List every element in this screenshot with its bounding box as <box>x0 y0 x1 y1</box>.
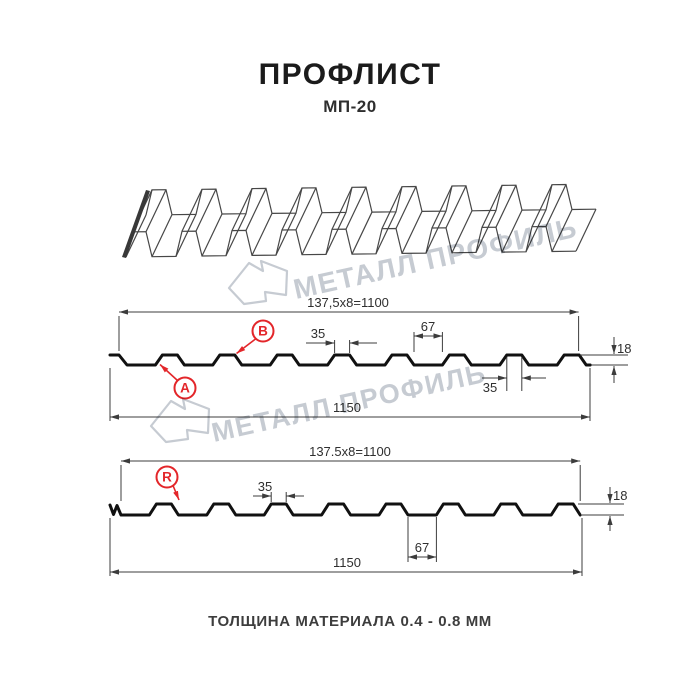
rib-fold-line <box>251 213 273 256</box>
label-r-circle <box>155 465 179 489</box>
rib-fold-line <box>175 214 197 257</box>
dim-valley-bottom: 67 <box>415 540 429 555</box>
rib-fold-line <box>275 212 297 256</box>
rib-fold-line <box>481 185 503 228</box>
label-r: R <box>162 470 172 485</box>
rib-fold-line <box>195 188 217 232</box>
rib-fold-line <box>295 187 317 231</box>
rib-fold-line <box>431 185 453 229</box>
label-b: B <box>258 324 268 339</box>
rib-fold-line <box>151 214 173 257</box>
rib-fold-line <box>245 188 267 231</box>
rib-fold-line <box>475 210 497 253</box>
rib-fold-line <box>331 187 353 230</box>
rib-fold-line <box>525 209 547 253</box>
rib-fold-line <box>225 213 247 256</box>
rib-fold-line <box>395 186 417 229</box>
rib-fold-line <box>345 186 367 230</box>
rib-fold-line <box>495 184 517 228</box>
rib-fold-line <box>551 209 573 252</box>
dim-total-top: 1150 <box>333 400 361 415</box>
dim-height-bottom: 18 <box>613 488 627 503</box>
rib-fold-line <box>381 186 403 229</box>
rib-fold-line <box>181 189 203 232</box>
rib-fold-line <box>351 211 373 255</box>
page-subtitle: МП-20 <box>323 97 377 116</box>
dim-crest-top: 35 <box>311 326 325 341</box>
rib-fold-line <box>201 213 223 257</box>
sheet-cut-edge <box>122 190 150 258</box>
label-r-leader <box>172 485 180 501</box>
rib-fold-line <box>545 184 567 227</box>
sheet-back-edge <box>145 183 597 216</box>
label-b-leader <box>236 338 256 355</box>
profile-top-outline <box>108 353 592 367</box>
rib-fold-line <box>325 212 347 255</box>
profile-top-dimension-lines <box>109 309 628 421</box>
sheet-3d-view <box>122 183 597 258</box>
label-b-circle <box>251 319 275 343</box>
label-a-leader <box>159 363 179 382</box>
profile-section-top: 137,5x8=1100 35 67 18 35 1150 A B <box>108 295 631 421</box>
dim-total-bottom: 1150 <box>333 555 361 570</box>
rib-fold-line <box>301 212 323 255</box>
profile-bottom-outline <box>108 502 582 517</box>
dim-crest-bottom: 35 <box>258 479 272 494</box>
footer-note: ТОЛЩИНА МАТЕРИАЛА 0.4 - 0.8 ММ <box>208 613 492 630</box>
rib-fold-line <box>425 210 447 254</box>
dim-crest-bottom-top: 35 <box>483 380 497 395</box>
rib-fold-line <box>231 188 253 231</box>
profile-bottom-dimension-lines <box>109 458 624 576</box>
dim-height-top: 18 <box>617 341 631 356</box>
page-title: ПРОФЛИСТ <box>258 58 442 91</box>
profile-section-bottom: 137.5x8=1100 35 67 18 1150 R <box>108 444 627 576</box>
sheet-front-edge <box>125 225 577 258</box>
rib-fold-line <box>401 211 423 254</box>
rib-fold-line <box>445 185 467 229</box>
dim-module-top: 137,5x8=1100 <box>307 295 389 310</box>
rib-fold-line <box>531 184 553 227</box>
sheet-surface <box>126 184 596 257</box>
rib-fold-line <box>501 209 523 253</box>
dim-valley-top: 67 <box>421 319 435 334</box>
label-a: A <box>180 381 190 396</box>
dim-module-bottom: 137.5x8=1100 <box>309 444 391 459</box>
rib-fold-line <box>281 187 303 231</box>
rib-fold-line <box>375 211 397 255</box>
rib-fold-line <box>451 210 473 254</box>
rib-fold-line <box>125 214 147 258</box>
rib-fold-line <box>575 208 597 252</box>
rib-fold-line <box>145 189 167 232</box>
